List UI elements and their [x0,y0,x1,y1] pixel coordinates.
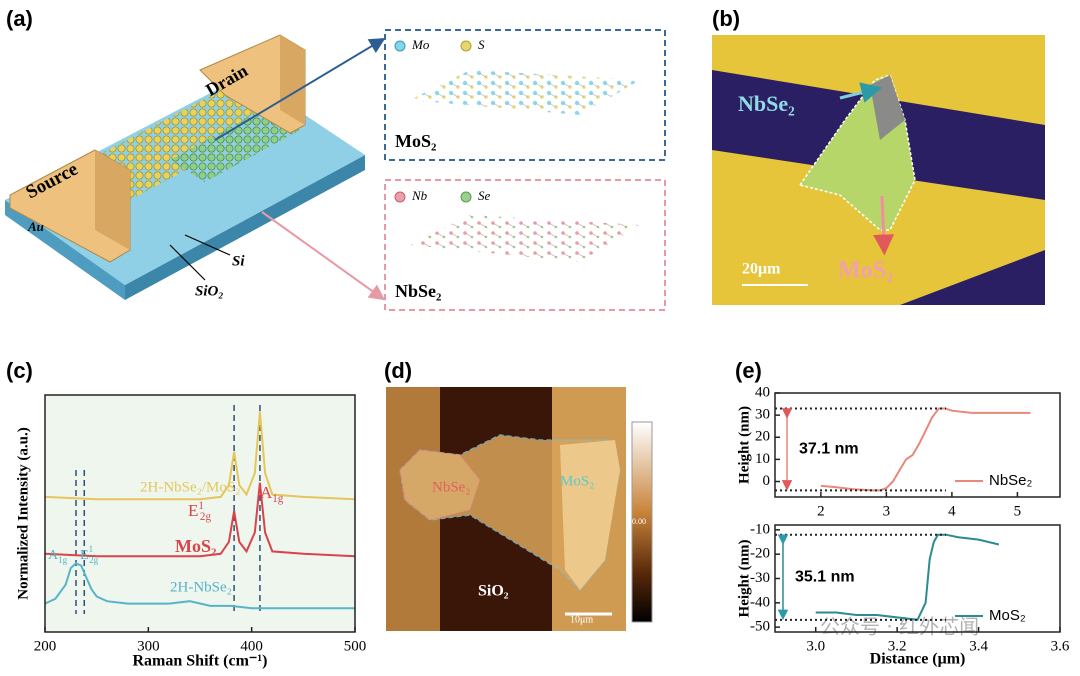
legend-label: MoS₂ [989,607,1026,624]
y-tick-label: -30 [750,570,770,586]
peak-label-sub: 2g [200,511,212,523]
legend-label: Se [478,188,491,203]
series-label: MoS₂ [175,536,216,556]
x-tick-label: 3 [883,503,891,519]
y-tick-label: -20 [750,546,770,562]
peak-label-sub: 2g [89,555,99,565]
legend-marker [460,40,472,52]
plot-background [45,395,355,632]
nbse2-label: NbSe₂ [432,479,471,495]
nbse2-box [384,179,666,311]
peak-label-base: E [80,548,89,563]
x-tick-label: 3.0 [806,638,825,654]
y-tick-label: -50 [750,619,770,635]
y-tick-label: 0 [763,473,771,489]
peak-label: A1g [48,548,68,565]
si-label: Si [232,253,245,269]
x-tick-label: 3.6 [1051,638,1070,654]
peak-label-sub: 1g [272,493,284,505]
nbse2-label: NbSe₂ [395,281,441,301]
legend-label: Mo [411,37,430,52]
y-tick-label: -40 [750,594,770,610]
mos2-label: MoS₂ [560,473,594,489]
x-tick-label: 400 [240,638,263,654]
sio2-label: SiO₂ [195,283,224,299]
colorbar-label: 0.00 [632,517,646,526]
au-label: Au [27,219,44,234]
data-line [815,533,1000,621]
x-tick-label: 3.2 [888,638,907,654]
peak-label-base: A [48,548,59,563]
mos2-label: MoS₂ [838,258,893,284]
series-label: 2H-NbSe₂/MoS₂ [140,479,240,495]
scale-bar-label: 20μm [742,261,781,278]
peak-label-base: E [188,501,198,520]
data-line [820,407,1031,492]
mos2-lattice [410,70,640,115]
x-axis-label: Distance (μm) [870,651,966,668]
afm-image [386,387,653,631]
panel-label: (e) [735,358,762,383]
peak-label: A1g [260,483,284,505]
x-tick-label: 500 [344,638,367,654]
legend-marker [460,191,472,203]
panel-label: (a) [6,6,33,31]
panel-label: (c) [6,358,33,383]
y-axis-label: Height (nm) [736,406,752,484]
legend-label: Nb [411,188,428,203]
x-tick-label: 4 [948,503,956,519]
x-axis-label: Raman Shift (cm⁻¹) [132,653,267,670]
legend-marker [394,40,406,52]
x-tick-label: 200 [34,638,57,654]
peak-label-sub: 1g [58,555,68,565]
x-tick-label: 5 [1014,503,1022,519]
sio2-label: SiO₂ [478,583,509,600]
y-tick-label: 40 [755,384,770,400]
legend-label: NbSe₂ [989,472,1033,489]
legend-marker [394,191,406,203]
x-tick-label: 3.4 [969,638,988,654]
y-axis-label: Normalized Intensity (a.u.) [15,427,31,600]
series-label: 2H-NbSe₂ [170,579,232,595]
y-tick-label: -10 [750,521,770,537]
plot-frame [774,392,1061,498]
scale-bar-label: 10μm [570,614,593,625]
peak-label-sup: 1 [89,544,94,554]
device-schematic [5,34,386,301]
height-annotation: 37.1 nm [799,441,859,458]
legend-label: S [478,37,485,52]
x-tick-label: 300 [137,638,160,654]
data-line [44,562,355,610]
nbse2-label: NbSe₂ [738,91,795,116]
panel-label: (b) [712,6,740,31]
height-annotation: 35.1 nm [795,569,855,586]
y-tick-label: 30 [755,407,770,423]
y-tick-label: 20 [755,429,770,445]
mos2-label: MoS₂ [395,131,436,151]
x-tick-label: 2 [817,503,825,519]
mos2-box [384,29,666,161]
nbse2-lattice [410,215,640,262]
panel-label: (d) [384,358,412,383]
peak-label: E1 2g [188,500,211,523]
plot-frame [44,394,356,633]
peak-label-base: A [260,483,273,502]
y-axis-label: Height (nm) [736,540,752,618]
data-line [44,411,356,501]
optical-image [712,35,1045,305]
peak-label: E1 2g [80,544,99,565]
peak-label-sup: 1 [198,500,204,512]
y-tick-label: 10 [755,451,770,467]
data-line [44,482,356,558]
